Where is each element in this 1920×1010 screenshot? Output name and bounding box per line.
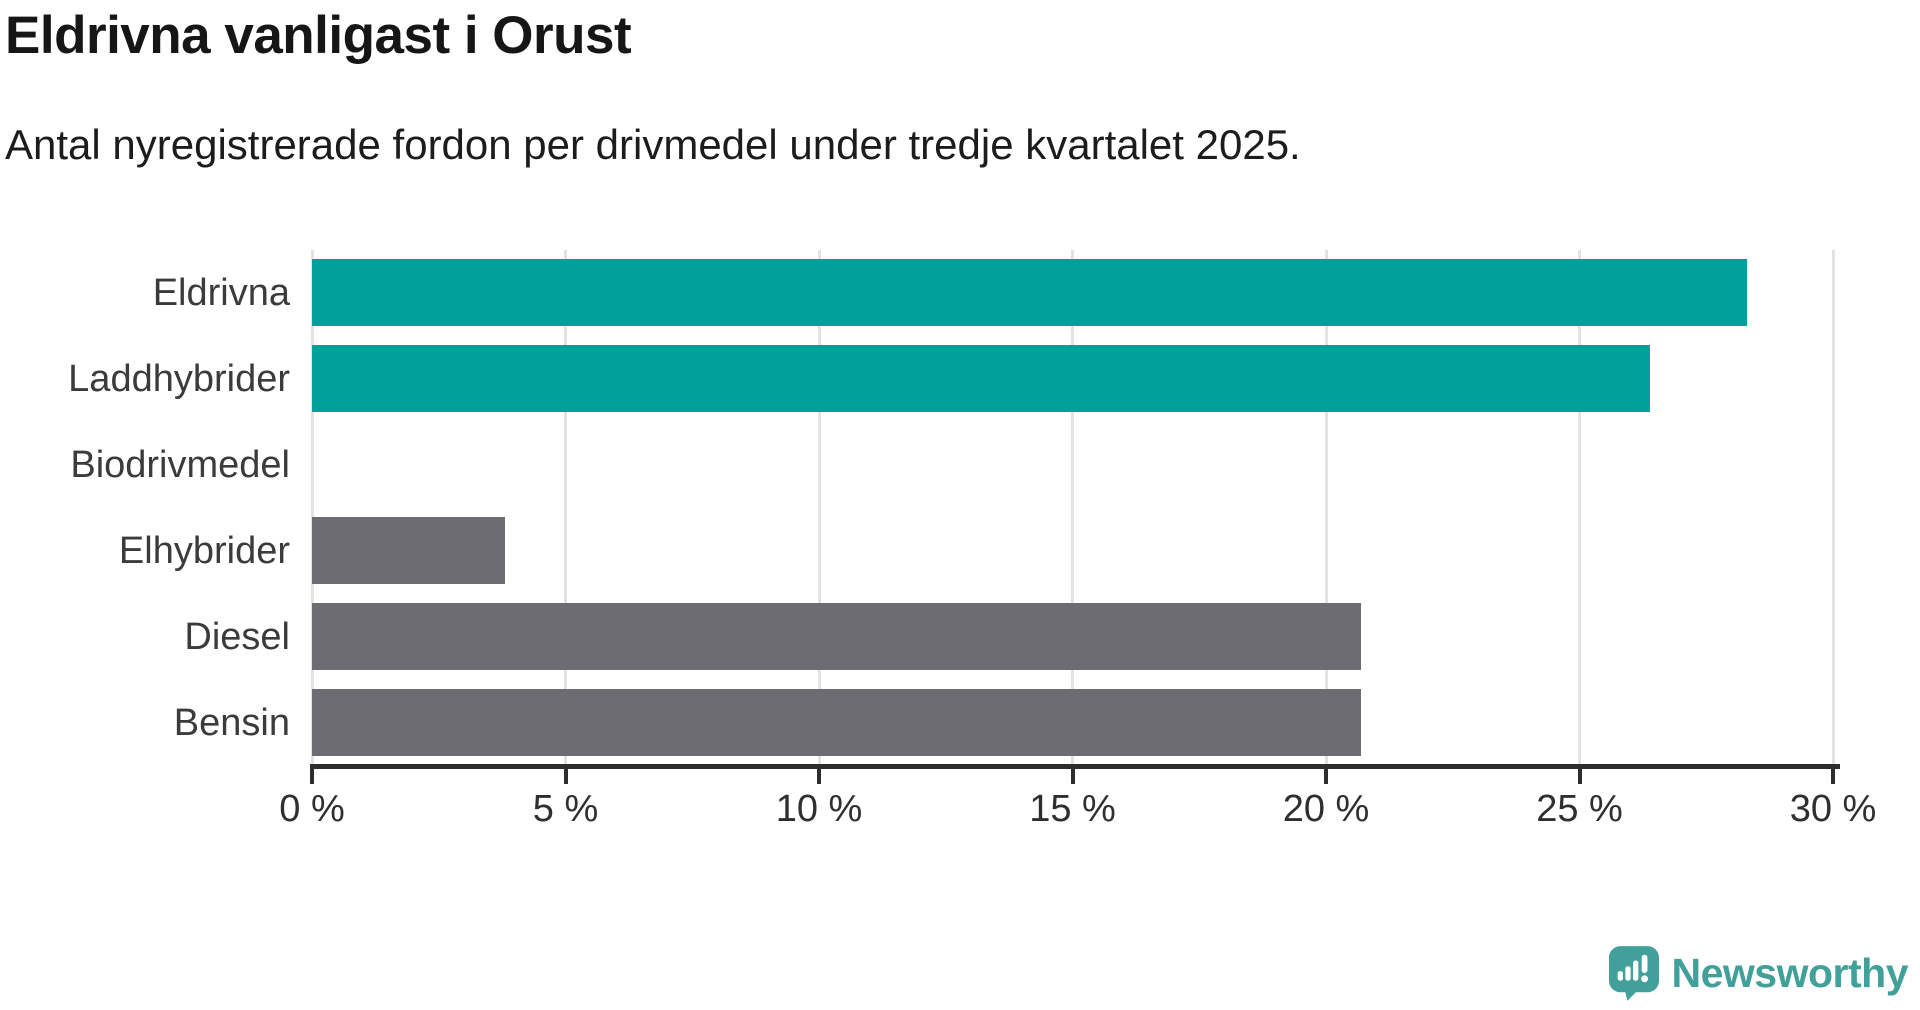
gridline: [310, 250, 314, 766]
axis-tick-label: 5 %: [532, 788, 599, 830]
axis-tick-label: 20 %: [1282, 788, 1370, 830]
bar: [312, 259, 1747, 326]
y-axis-category-labels: Eldrivna Laddhybrider Biodrivmedel Elhybrid…: [0, 250, 290, 766]
bar-row: [312, 336, 1833, 422]
x-axis-line: [310, 764, 1840, 769]
newsworthy-logo: Newsworthy: [1608, 946, 1909, 1001]
bar-row: [312, 594, 1833, 680]
category-label: Eldrivna: [152, 272, 290, 314]
newsworthy-icon: [1608, 946, 1659, 1001]
axis-tick: [817, 769, 821, 784]
gridline: [1071, 250, 1074, 766]
bar: [312, 517, 505, 584]
axis-tick-label: 0 %: [279, 788, 345, 830]
axis-tick: [1324, 769, 1328, 784]
category-label: Biodrivmedel: [70, 444, 290, 486]
axis-tick: [1831, 769, 1835, 784]
gridline: [817, 250, 821, 766]
chart-title: Eldrivna vanligast i Orust: [5, 6, 632, 65]
axis-tick: [310, 769, 314, 784]
chart-subtitle: Antal nyregistrerade fordon per drivmede…: [5, 121, 1301, 168]
plot-area: [310, 250, 1835, 766]
axis-tick: [1070, 769, 1075, 784]
axis-tick: [1577, 769, 1582, 784]
bar-row: [312, 508, 1833, 594]
bar: [312, 603, 1362, 670]
bar: [312, 345, 1651, 412]
bar-row: [312, 422, 1833, 508]
gridline: [564, 250, 567, 766]
category-label: Bensin: [173, 702, 290, 744]
x-axis: 0 % 5 % 10 % 15 % 20 % 25 % 30 %: [279, 769, 1876, 849]
gridline: [1578, 250, 1581, 766]
gridline: [1324, 250, 1328, 766]
gridline: [1831, 250, 1835, 766]
axis-tick-label: 30 %: [1789, 788, 1877, 830]
category-label: Laddhybrider: [68, 358, 290, 400]
bar: [312, 689, 1362, 756]
category-label: Elhybrider: [118, 530, 290, 572]
category-label: Diesel: [184, 616, 290, 658]
axis-tick-label: 10 %: [775, 788, 863, 830]
bar-row: [312, 250, 1833, 336]
bar-row: [312, 680, 1833, 766]
axis-tick: [563, 769, 568, 784]
axis-tick-label: 25 %: [1536, 788, 1623, 830]
axis-tick-label: 15 %: [1029, 788, 1116, 830]
newsworthy-wordmark: Newsworthy: [1671, 950, 1909, 996]
